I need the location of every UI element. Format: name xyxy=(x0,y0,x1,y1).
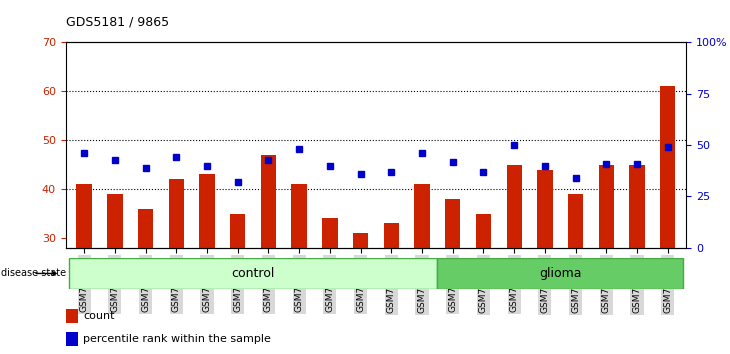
Bar xyxy=(69,258,437,289)
Text: glioma: glioma xyxy=(539,267,582,280)
Bar xyxy=(629,165,645,248)
Bar xyxy=(322,218,337,248)
Bar xyxy=(568,194,583,248)
Bar xyxy=(445,199,461,248)
Bar xyxy=(437,258,683,289)
Text: GDS5181 / 9865: GDS5181 / 9865 xyxy=(66,15,169,28)
Bar xyxy=(353,233,368,248)
Bar xyxy=(261,155,276,248)
Text: percentile rank within the sample: percentile rank within the sample xyxy=(83,334,271,344)
Bar xyxy=(599,165,614,248)
Bar xyxy=(660,86,675,248)
Bar xyxy=(77,184,92,248)
Bar xyxy=(384,223,399,248)
Bar xyxy=(138,209,153,248)
Text: count: count xyxy=(83,311,115,321)
Bar xyxy=(199,175,215,248)
Bar xyxy=(291,184,307,248)
Bar xyxy=(66,309,78,323)
Bar xyxy=(66,332,78,346)
Bar xyxy=(415,184,430,248)
Bar xyxy=(537,170,553,248)
Text: disease state: disease state xyxy=(1,268,66,279)
Bar xyxy=(507,165,522,248)
Bar xyxy=(476,213,491,248)
Text: control: control xyxy=(231,267,274,280)
Bar xyxy=(169,179,184,248)
Bar xyxy=(107,194,123,248)
Bar xyxy=(230,213,245,248)
